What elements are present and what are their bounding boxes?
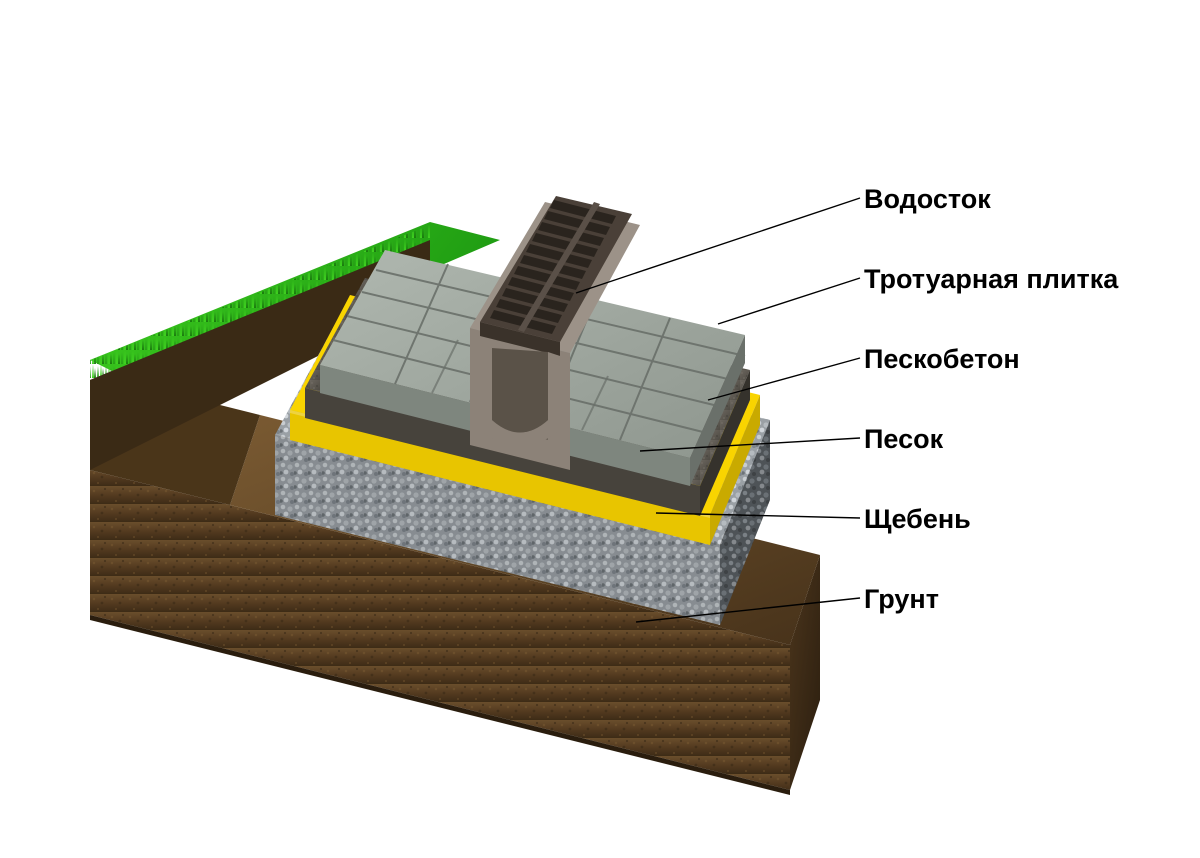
label-sand-concrete: Пескобетон: [864, 344, 1020, 375]
label-paving-tile: Тротуарная плитка: [864, 264, 1118, 295]
diagram-stage: Водосток Тротуарная плитка Пескобетон Пе…: [0, 0, 1200, 858]
label-sand: Песок: [864, 424, 943, 455]
label-crushed-stone: Щебень: [864, 504, 971, 535]
label-drain: Водосток: [864, 184, 991, 215]
cross-section-svg: [0, 0, 1200, 858]
label-soil: Грунт: [864, 584, 939, 615]
